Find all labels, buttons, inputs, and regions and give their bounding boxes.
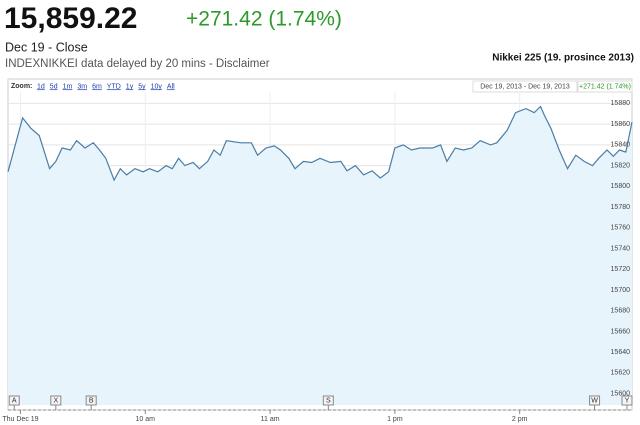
y-tick-label: 15640: [611, 349, 631, 356]
flag[interactable]: [50, 395, 62, 406]
x-tick-label: 2 pm: [512, 416, 528, 423]
zoom-option[interactable]: 1y: [126, 83, 134, 90]
y-tick-label: 15720: [611, 266, 631, 273]
y-tick-label: 15680: [611, 308, 631, 315]
zoom-option[interactable]: 1m: [63, 83, 73, 90]
y-tick-label: 15780: [611, 204, 631, 211]
zoom-option[interactable]: 6m: [92, 83, 102, 90]
y-tick-label: 15600: [611, 390, 631, 397]
x-tick-label: 11 am: [261, 416, 280, 423]
y-tick-label: 15740: [611, 245, 631, 252]
x-tick-label: 1 pm: [387, 416, 403, 423]
flag[interactable]: [621, 395, 633, 406]
flag-label: S: [326, 397, 331, 404]
y-tick-label: 15820: [611, 162, 631, 169]
close-date: Dec 19 - Close: [5, 40, 88, 54]
y-tick-label: 15860: [611, 121, 631, 128]
range-change-box: [577, 80, 633, 93]
x-tick-label: 10 am: [136, 416, 156, 423]
chart-label: Nikkei 225 (19. prosince 2013): [492, 53, 634, 64]
y-tick-label: 15800: [611, 183, 631, 190]
flag[interactable]: [322, 395, 334, 406]
zoom-option[interactable]: 5d: [50, 83, 58, 90]
flag-label: A: [12, 397, 17, 404]
delay-note: INDEXNIKKEI data delayed by 20 mins - Di…: [5, 58, 270, 70]
y-tick-label: 15660: [611, 328, 631, 335]
zoom-option[interactable]: 3m: [77, 83, 87, 90]
range-change: +271.42 (1.74%): [579, 83, 631, 90]
range-label: Dec 19, 2013 - Dec 19, 2013: [480, 83, 570, 90]
flag[interactable]: [8, 395, 20, 406]
flag-label: B: [89, 397, 94, 404]
y-tick-label: 15840: [611, 142, 631, 149]
flag-label: X: [54, 397, 59, 404]
x-tick-label: Thu Dec 19: [2, 416, 38, 423]
y-tick-label: 15700: [611, 287, 631, 294]
flag[interactable]: [589, 395, 601, 406]
zoom-option[interactable]: All: [167, 83, 175, 90]
zoom-option[interactable]: 5y: [138, 83, 146, 90]
price-change: +271.42 (1.74%): [186, 8, 342, 31]
flag-label: W: [591, 397, 598, 404]
zoom-label: Zoom:: [11, 83, 32, 90]
flag-label: Y: [625, 397, 630, 404]
zoom-option[interactable]: YTD: [107, 83, 121, 90]
y-tick-label: 15620: [611, 370, 631, 377]
price: 15,859.22: [4, 2, 137, 35]
range-box: [472, 80, 578, 93]
y-tick-label: 15880: [611, 100, 631, 107]
area-fill: [8, 106, 632, 405]
zoom-option[interactable]: 10y: [151, 83, 163, 90]
zoom-option[interactable]: 1d: [37, 83, 45, 90]
flag[interactable]: [85, 395, 97, 406]
y-tick-label: 15760: [611, 225, 631, 232]
price-line: [7, 105, 633, 182]
